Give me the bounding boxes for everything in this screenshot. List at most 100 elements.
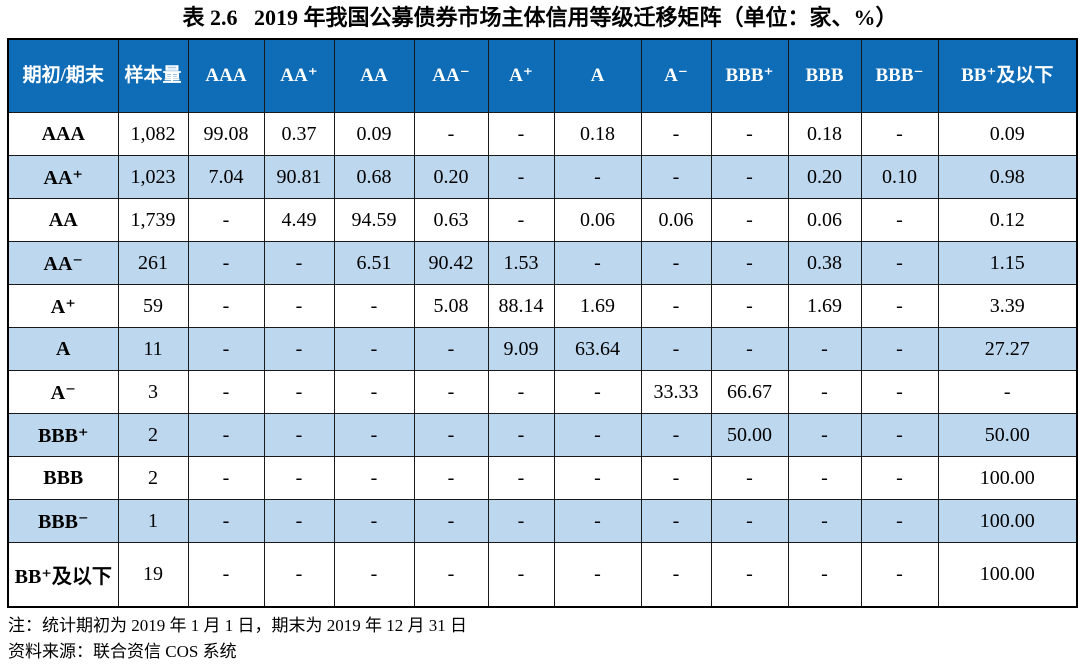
table-row: A⁻ 3- - - - - -33.33 66.67- - -	[7, 370, 1078, 415]
matrix-cell: 0.06	[553, 198, 642, 243]
table-row: BBB 2- - - - - - - - - -100.00	[7, 456, 1078, 501]
row-label: BBB⁺	[7, 413, 119, 458]
row-label: A⁻	[7, 370, 119, 415]
matrix-cell: -	[333, 456, 415, 501]
row-label: A	[7, 327, 119, 372]
matrix-cell: 0.12	[937, 198, 1078, 243]
matrix-cell: -	[187, 198, 265, 243]
matrix-cell: -	[710, 542, 789, 608]
matrix-cell: 5.08	[413, 284, 489, 329]
matrix-cell: -	[187, 542, 265, 608]
matrix-cell: 0.18	[553, 112, 642, 157]
matrix-cell: 0.20	[413, 155, 489, 200]
matrix-cell: -	[787, 327, 862, 372]
matrix-cell: -	[487, 155, 555, 200]
sample-size-cell: 1,739	[117, 198, 189, 243]
matrix-cell: -	[187, 413, 265, 458]
matrix-cell: -	[487, 499, 555, 544]
row-label: BB⁺及以下	[7, 542, 119, 608]
matrix-cell: 99.08	[187, 112, 265, 157]
matrix-cell: 0.37	[263, 112, 335, 157]
matrix-cell: -	[553, 155, 642, 200]
header-row: 期初/期末 样本量 AAA AA⁺ AA AA⁻ A⁺ A A⁻ BBB⁺ BBB BBB⁻ BB⁺及以…	[7, 38, 1078, 114]
matrix-cell: -	[263, 413, 335, 458]
matrix-cell: -	[787, 413, 862, 458]
matrix-cell: 0.06	[640, 198, 712, 243]
matrix-cell: -	[710, 456, 789, 501]
matrix-cell: 90.42	[413, 241, 489, 286]
matrix-cell: -	[413, 542, 489, 608]
matrix-cell: -	[640, 284, 712, 329]
row-label: BBB	[7, 456, 119, 501]
matrix-cell: 33.33	[640, 370, 712, 415]
matrix-cell: 90.81	[263, 155, 335, 200]
column-header-cell: BBB⁻	[860, 38, 939, 114]
matrix-cell: -	[553, 241, 642, 286]
matrix-cell: 7.04	[187, 155, 265, 200]
row-label: AAA	[7, 112, 119, 157]
column-header-cell: AA	[333, 38, 415, 114]
matrix-cell: 0.10	[860, 155, 939, 200]
matrix-cell: 0.09	[937, 112, 1078, 157]
matrix-cell: -	[710, 112, 789, 157]
matrix-cell: -	[860, 241, 939, 286]
column-header-cell: A	[553, 38, 642, 114]
matrix-cell: 66.67	[710, 370, 789, 415]
matrix-cell: -	[553, 456, 642, 501]
matrix-cell: -	[860, 499, 939, 544]
matrix-cell: 94.59	[333, 198, 415, 243]
matrix-cell: -	[553, 499, 642, 544]
matrix-cell: -	[487, 198, 555, 243]
sample-size-cell: 19	[117, 542, 189, 608]
sample-size-cell: 59	[117, 284, 189, 329]
sample-size-cell: 1,082	[117, 112, 189, 157]
matrix-cell: -	[487, 456, 555, 501]
sample-size-cell: 11	[117, 327, 189, 372]
matrix-cell: -	[333, 542, 415, 608]
matrix-cell: -	[860, 413, 939, 458]
matrix-cell: -	[710, 327, 789, 372]
table-row: BB⁺及以下 19- - - - - - - - - -100.00	[7, 542, 1078, 608]
column-header-cell: A⁻	[640, 38, 712, 114]
column-header-cell: BBB	[787, 38, 862, 114]
matrix-cell: -	[640, 241, 712, 286]
matrix-cell: -	[413, 370, 489, 415]
matrix-cell: -	[640, 155, 712, 200]
matrix-cell: -	[787, 370, 862, 415]
matrix-cell: -	[553, 413, 642, 458]
matrix-cell: 0.38	[787, 241, 862, 286]
matrix-cell: -	[860, 284, 939, 329]
matrix-cell: -	[553, 370, 642, 415]
matrix-cell: -	[487, 542, 555, 608]
matrix-cell: 27.27	[937, 327, 1078, 372]
column-header-cell: AA⁻	[413, 38, 489, 114]
matrix-cell: 100.00	[937, 499, 1078, 544]
matrix-cell: -	[860, 456, 939, 501]
matrix-cell: -	[640, 112, 712, 157]
matrix-cell: -	[487, 413, 555, 458]
matrix-cell: -	[263, 284, 335, 329]
matrix-cell: -	[263, 499, 335, 544]
matrix-cell: -	[860, 370, 939, 415]
table-title: 表 2.6 2019 年我国公募债券市场主体信用等级迁移矩阵（单位：家、%）	[182, 5, 898, 30]
corner-header-cell: 期初/期末	[7, 38, 119, 114]
matrix-cell: -	[710, 499, 789, 544]
matrix-cell: -	[640, 456, 712, 501]
sample-size-cell: 2	[117, 413, 189, 458]
matrix-cell: 100.00	[937, 456, 1078, 501]
table-row: AA⁻ 261- -6.51 90.42 1.53- - -0.38-1.15	[7, 241, 1078, 286]
matrix-cell: -	[263, 456, 335, 501]
matrix-cell: -	[333, 327, 415, 372]
matrix-cell: -	[187, 241, 265, 286]
column-header-cell: BB⁺及以下	[937, 38, 1078, 114]
sample-size-cell: 1,023	[117, 155, 189, 200]
note-line: 注：统计期初为 2019 年 1 月 1 日，期末为 2019 年 12 月 3…	[8, 615, 467, 635]
matrix-cell: -	[487, 370, 555, 415]
sample-size-cell: 2	[117, 456, 189, 501]
matrix-cell: -	[860, 327, 939, 372]
rating-migration-table: 期初/期末 样本量 AAA AA⁺ AA AA⁻ A⁺ A A⁻ BBB⁺ BBB BBB⁻ BB⁺及以…	[7, 37, 1078, 608]
matrix-cell: -	[860, 112, 939, 157]
matrix-cell: -	[333, 499, 415, 544]
column-header-cell: A⁺	[487, 38, 555, 114]
column-header-cell: 样本量	[117, 38, 189, 114]
